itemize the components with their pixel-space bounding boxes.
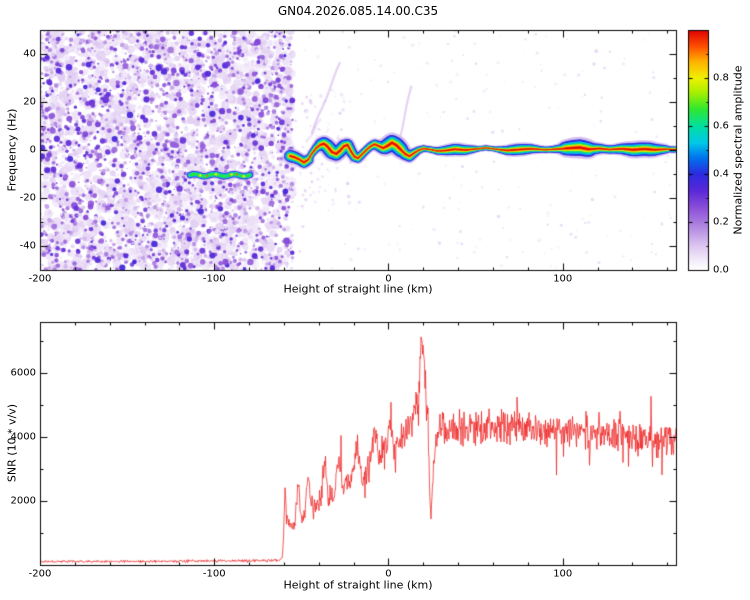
spectrogram-x-tick-label: -100 [202, 273, 226, 285]
figure-title: GN04.2026.085.14.00.C35 [277, 4, 439, 18]
snr-y-tick-label: 2000 [10, 495, 36, 507]
colorbar-tick-label: 0.0 [713, 264, 729, 276]
spectrogram-y-tick-label: 0 [29, 144, 36, 156]
spectrogram-x-tick-label: 100 [553, 273, 573, 285]
snr-x-axis-label: Height of straight line (km) [283, 578, 433, 592]
snr-x-tick-label: -200 [28, 568, 52, 580]
snr-y-tick-label: 6000 [10, 367, 36, 379]
spectrogram-x-tick-label: -200 [28, 273, 52, 285]
colorbar-label: Normalized spectral amplitude [731, 65, 745, 235]
spectrogram-x-axis-label: Height of straight line (km) [283, 282, 433, 296]
colorbar-tick-label: 0.8 [713, 72, 729, 84]
snr-x-tick-label: 0 [385, 568, 392, 580]
spectrogram-y-tick-label: -40 [19, 240, 36, 252]
colorbar-tick-label: 0.6 [713, 120, 729, 132]
spectrogram-x-tick-label: 0 [385, 273, 392, 285]
snr-y-axis-label: SNR (10 * v/v) [5, 403, 19, 483]
spectrogram-y-axis-label: Frequency (Hz) [5, 108, 19, 192]
spectrogram-y-tick-label: 40 [23, 48, 36, 60]
colorbar-tick-label: 0.2 [713, 216, 729, 228]
snr-x-tick-label: -100 [202, 568, 226, 580]
colorbar-tick-label: 0.4 [713, 168, 729, 180]
snr-y-tick-label: 4000 [10, 431, 36, 443]
spectrogram-y-tick-label: -20 [19, 192, 36, 204]
spectrogram-y-tick-label: 20 [23, 96, 36, 108]
snr-x-tick-label: 100 [553, 568, 573, 580]
